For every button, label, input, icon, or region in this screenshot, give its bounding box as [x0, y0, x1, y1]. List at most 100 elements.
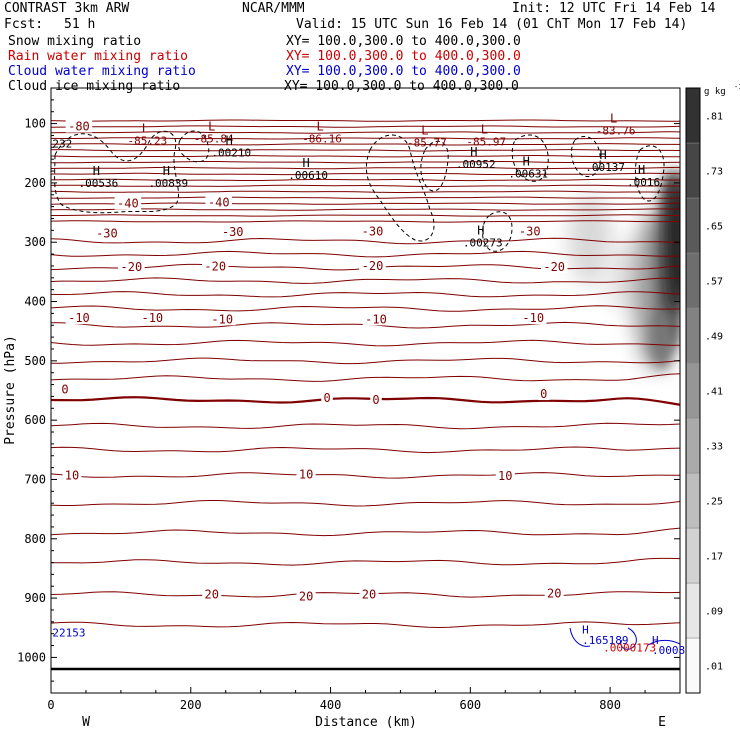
isotherm-label: 10: [299, 468, 313, 482]
extremum-type: H: [302, 156, 309, 170]
fcst-value: 51 h: [64, 17, 96, 32]
extremum-type: H: [163, 164, 170, 178]
colorbar-label: .17: [705, 552, 723, 563]
isotherm-line: [51, 357, 680, 365]
isotherm-line: [51, 166, 680, 170]
isotherm-label-bg: [62, 468, 82, 482]
isotherm-line: [51, 172, 680, 176]
extremum-value: .00137: [585, 161, 625, 174]
isotherm-line: [51, 220, 680, 223]
isotherm-line: [51, 137, 680, 140]
isotherm-line: [51, 250, 680, 258]
isotherm-label-bg: [118, 260, 145, 274]
plot-frame: [50, 87, 681, 694]
extremum-type: H: [226, 133, 233, 147]
extremum-type: H: [477, 224, 484, 238]
isotherm-label: -10: [141, 311, 163, 325]
x-end-right-label: E: [658, 715, 666, 730]
isotherm-label: -20: [204, 260, 226, 274]
isotherm-line: [51, 214, 680, 217]
isotherm-label: 0: [540, 387, 547, 401]
colorbar-segment: [685, 307, 701, 364]
colorbar-label: .65: [705, 222, 723, 233]
extremum-type: L: [610, 111, 617, 125]
edge-label: .0000173: [603, 641, 656, 654]
isotherm-line: [51, 149, 680, 152]
colorbar-frame: [685, 87, 701, 694]
isotherm-line: [51, 131, 680, 134]
field-cloudice-xy: XY= 100.0,300.0 to 400.0,300.0: [284, 79, 519, 94]
isotherm-label: -10: [211, 312, 233, 326]
valid-time: Valid: 15 UTC Sun 16 Feb 14 (01 ChT Mon …: [296, 17, 688, 32]
isotherm-line: [51, 202, 680, 205]
isotherm-label: 0: [372, 393, 379, 407]
isotherm-label: -10: [365, 312, 387, 326]
colorbar-segment: [685, 472, 701, 529]
isotherm-line: [51, 208, 680, 211]
extremum-value: .00273: [463, 237, 503, 250]
colorbar-unit: g kg: [704, 87, 726, 97]
isotherm-labels: -80 -40 -40 -30 -30 -30 -30 -20 -20 -20 -20 -10 -10 -…: [59, 119, 568, 603]
extremum-type: H: [638, 163, 645, 177]
isotherm-line: [51, 160, 680, 164]
y-tick-label: 1000: [17, 650, 46, 664]
y-axis-label: Pressure (hPa): [3, 335, 18, 445]
extremum-type: H: [523, 155, 530, 169]
edge-label: 22153: [52, 627, 85, 640]
extremum-value: -86.16: [302, 133, 342, 146]
isotherm-label: -20: [121, 260, 143, 274]
isotherm-label: -30: [96, 226, 118, 240]
extremum-value: -85.23: [127, 134, 167, 147]
extremum-type: L: [142, 121, 149, 135]
isotherm-label: 20: [205, 588, 219, 602]
isotherm-line: [51, 557, 680, 566]
isotherm-label-bg: [65, 311, 93, 325]
isotherm-line: [51, 472, 680, 479]
isotherm-line: [51, 190, 680, 193]
colorbar-label: .09: [705, 607, 723, 618]
isotherm-label: -40: [208, 195, 230, 209]
isotherm-label-bg: [495, 468, 515, 482]
isotherm-line: [51, 154, 680, 158]
isotherm-label: 20: [547, 586, 561, 600]
isotherm-line: [51, 143, 680, 146]
isotherm-label: 0: [61, 382, 68, 396]
isotherm-label: 10: [65, 468, 79, 482]
cloud-water-contours: [569, 627, 681, 650]
isotherm-label-bg: [205, 195, 232, 209]
isotherm-label-bg: [139, 311, 166, 325]
extremum-value: -85.84: [194, 133, 234, 146]
init-time: Init: 12 UTC Fri 14 Feb 14: [512, 1, 716, 16]
isotherm-line: [51, 339, 680, 347]
isotherm-label: -10: [68, 311, 90, 325]
isotherm-label-bg: [516, 224, 543, 238]
extremum-value: -83.76: [596, 124, 636, 137]
model-title: CONTRAST 3km ARW: [4, 1, 130, 16]
isotherm-label-bg: [359, 587, 379, 601]
colorbar-segment: [685, 527, 701, 584]
isotherm-line: [51, 291, 680, 298]
edge-label: H: [652, 634, 659, 647]
colorbar-segment: [685, 87, 701, 144]
extremum-type: L: [208, 120, 215, 134]
extremum-type: H: [600, 148, 607, 162]
colorbar-unit-exponent: -1: [734, 83, 740, 91]
extremum-value: .00952: [456, 158, 496, 171]
isotherm-label-bg: [219, 225, 246, 239]
extremum-type: H: [93, 164, 100, 178]
isotherm-label-bg: [537, 387, 550, 401]
isotherm-label-bg: [296, 589, 316, 603]
y-tick-label: 800: [24, 532, 46, 546]
fcst-label: Fcst:: [4, 17, 44, 32]
extremum-value: .00631: [508, 168, 548, 181]
y-tick-label: 500: [24, 354, 46, 368]
y-tick-label: 400: [24, 295, 46, 309]
extremum-value: .00610: [288, 169, 328, 182]
isotherm-line: [51, 500, 680, 507]
isotherm-line: [51, 237, 680, 245]
x-tick-label: 800: [599, 698, 621, 712]
colorbar-label: .57: [705, 277, 723, 288]
isotherm-line: [51, 119, 680, 122]
isotherm-line: [51, 178, 680, 182]
